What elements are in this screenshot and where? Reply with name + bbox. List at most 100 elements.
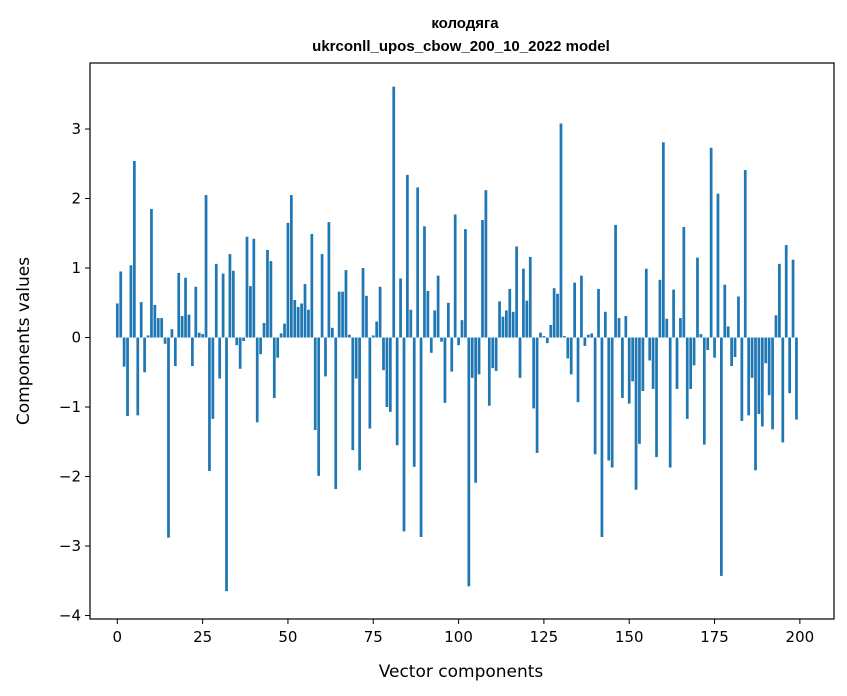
bar-90	[423, 226, 426, 338]
chart-subtitle: ukrconll_upos_cbow_200_10_2022 model	[312, 38, 610, 55]
bar-0	[115, 303, 119, 338]
x-tick-label-7: 175	[700, 628, 729, 646]
bar-159	[658, 279, 662, 338]
bar-192	[771, 337, 774, 430]
bar-187	[754, 337, 757, 471]
bar-89	[419, 337, 423, 537]
bar-123	[535, 337, 539, 453]
bar-87	[412, 337, 416, 467]
bar-143	[603, 311, 607, 338]
bar-29	[214, 263, 218, 338]
bar-33	[228, 254, 232, 338]
bar-145	[610, 337, 614, 468]
y-tick-label-4: 0	[71, 329, 81, 347]
y-tick-label-5: 1	[71, 259, 81, 277]
bar-165	[679, 318, 682, 338]
bar-92	[429, 337, 433, 353]
bar-38	[245, 236, 249, 338]
bar-63	[330, 327, 334, 338]
bar-132	[566, 337, 570, 359]
bar-105	[474, 337, 478, 483]
bar-51	[289, 195, 293, 338]
bar-6	[136, 337, 140, 416]
bar-198	[791, 259, 795, 338]
bar-110	[491, 337, 495, 369]
bar-172	[702, 337, 706, 445]
bar-111	[494, 337, 498, 371]
bar-59	[317, 337, 321, 476]
x-tick-label-6: 150	[615, 628, 644, 646]
bar-70	[354, 337, 358, 379]
bars	[115, 86, 798, 592]
bar-94	[436, 275, 440, 338]
bar-45	[269, 261, 273, 338]
bar-53	[296, 306, 300, 338]
y-tick-label-7: 3	[71, 120, 81, 138]
bar-155	[644, 268, 648, 338]
bar-193	[774, 315, 778, 338]
bar-31	[221, 273, 225, 338]
bar-37	[242, 337, 245, 341]
bar-171	[699, 334, 703, 338]
bar-96	[443, 337, 447, 403]
bar-183	[740, 337, 744, 421]
bar-119	[522, 268, 525, 338]
bar-23	[194, 286, 198, 338]
chart-title: колодяга	[431, 15, 499, 32]
bar-43	[262, 322, 266, 338]
bar-42	[259, 337, 263, 355]
bar-81	[392, 86, 396, 338]
bar-97	[446, 302, 450, 338]
bar-199	[795, 337, 798, 420]
bar-197	[788, 337, 791, 394]
bar-185	[747, 337, 751, 416]
bar-175	[713, 337, 716, 358]
bar-7	[139, 302, 143, 338]
bar-12	[156, 318, 160, 338]
bar-67	[344, 270, 348, 338]
bar-1	[119, 271, 123, 338]
bar-118	[518, 337, 522, 378]
bar-115	[508, 288, 512, 338]
bar-129	[556, 293, 559, 338]
bar-18	[177, 272, 181, 338]
bar-139	[590, 333, 594, 338]
x-axis-ticks: 0 25 50 75 100 125 150 175 200	[113, 619, 814, 646]
bar-158	[655, 337, 658, 458]
bar-131	[563, 336, 566, 338]
bar-190	[764, 337, 768, 364]
bar-11	[153, 304, 157, 338]
bar-47	[276, 337, 280, 358]
bar-27	[208, 337, 211, 471]
bar-32	[225, 337, 228, 592]
bar-194	[778, 263, 781, 338]
bar-83	[399, 278, 402, 338]
bar-127	[549, 325, 553, 338]
bar-8	[143, 337, 146, 373]
bar-98	[450, 337, 454, 372]
bar-14	[163, 337, 167, 344]
bar-20	[184, 277, 187, 338]
bar-137	[583, 337, 587, 346]
x-tick-label-3: 75	[364, 628, 383, 646]
bar-57	[310, 233, 314, 338]
bar-135	[576, 337, 580, 403]
bar-77	[378, 286, 382, 338]
bar-62	[327, 222, 331, 338]
bar-121	[528, 256, 532, 338]
bar-13	[160, 318, 164, 338]
bar-72	[361, 268, 365, 338]
x-tick-label-0: 0	[113, 628, 123, 646]
bar-147	[617, 318, 621, 338]
bar-34	[231, 270, 235, 338]
bar-73	[365, 295, 368, 338]
bar-173	[706, 337, 710, 351]
bar-107	[481, 220, 484, 338]
bar-78	[382, 337, 385, 371]
bar-44	[266, 249, 269, 338]
bar-15	[167, 337, 170, 538]
bar-19	[180, 315, 184, 338]
bar-140	[593, 337, 597, 455]
bar-71	[358, 337, 361, 471]
